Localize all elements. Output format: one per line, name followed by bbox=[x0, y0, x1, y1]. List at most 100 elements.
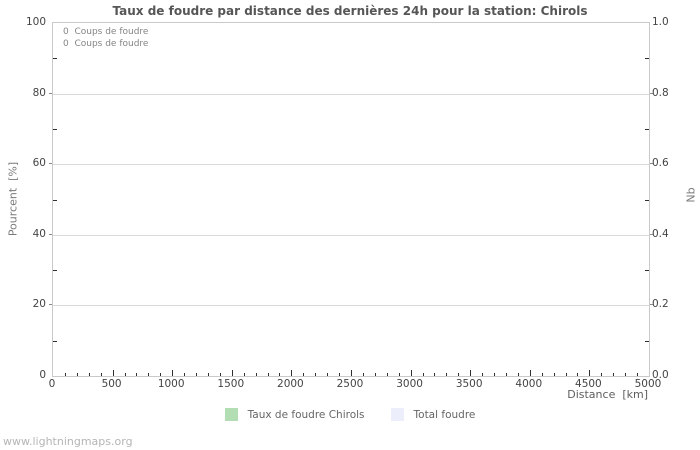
x-tick-label: 1000 bbox=[157, 378, 185, 390]
x-axis-label: Distance [km] bbox=[567, 388, 648, 401]
x-minor-tick bbox=[494, 373, 495, 376]
x-minor-tick bbox=[160, 373, 161, 376]
y-left-tick-label: 80 bbox=[32, 86, 46, 99]
x-major-tick bbox=[530, 370, 531, 376]
y-left-tick-label: 40 bbox=[32, 227, 46, 240]
y-left-minor-tick bbox=[53, 270, 57, 271]
x-minor-tick bbox=[136, 373, 137, 376]
legend-label-taux: Taux de foudre Chirols bbox=[247, 408, 365, 421]
y-right-minor-tick bbox=[645, 270, 649, 271]
gridline-80 bbox=[53, 94, 649, 95]
x-minor-tick bbox=[375, 373, 376, 376]
x-tick-label: 0 bbox=[48, 378, 56, 390]
x-minor-tick bbox=[244, 373, 245, 376]
x-minor-tick bbox=[506, 373, 507, 376]
x-minor-tick bbox=[315, 373, 316, 376]
y-left-minor-tick bbox=[53, 341, 57, 342]
y-left-tick-label: 100 bbox=[25, 16, 46, 28]
x-minor-tick bbox=[434, 373, 435, 376]
gridline-60 bbox=[53, 164, 649, 165]
x-minor-tick bbox=[482, 373, 483, 376]
x-major-tick bbox=[470, 370, 471, 376]
x-tick-label: 500 bbox=[101, 378, 122, 390]
y-left-major-tick bbox=[49, 234, 52, 235]
x-major-tick bbox=[351, 370, 352, 376]
x-major-tick bbox=[291, 370, 292, 376]
x-minor-tick bbox=[279, 373, 280, 376]
y-right-minor-tick bbox=[645, 341, 649, 342]
x-tick-label: 3500 bbox=[455, 378, 483, 390]
y-right-major-tick bbox=[650, 234, 653, 235]
x-tick-label: 2000 bbox=[277, 378, 304, 390]
x-minor-tick bbox=[196, 373, 197, 376]
chart-title: Taux de foudre par distance des dernière… bbox=[112, 4, 588, 18]
y-right-minor-tick bbox=[645, 129, 649, 130]
x-minor-tick bbox=[577, 373, 578, 376]
x-minor-tick bbox=[446, 373, 447, 376]
y-right-tick-label: 0.6 bbox=[652, 157, 669, 170]
legend-label-total: Total foudre bbox=[413, 408, 476, 421]
y-right-major-tick bbox=[650, 304, 653, 305]
watermark: www.lightningmaps.org bbox=[3, 435, 133, 448]
x-major-tick bbox=[589, 370, 590, 376]
x-tick-label: 3000 bbox=[396, 378, 423, 390]
x-tick-label: 4000 bbox=[515, 378, 543, 390]
y-left-major-tick bbox=[49, 163, 52, 164]
x-tick-label: 4500 bbox=[575, 378, 602, 390]
x-major-tick bbox=[232, 370, 233, 376]
x-minor-tick bbox=[208, 373, 209, 376]
y-left-minor-tick bbox=[53, 58, 57, 59]
x-minor-tick bbox=[518, 373, 519, 376]
x-minor-tick bbox=[184, 373, 185, 376]
x-tick-label: 1500 bbox=[217, 378, 245, 390]
x-minor-tick bbox=[387, 373, 388, 376]
y-right-tick-label: 1.0 bbox=[652, 16, 669, 28]
x-minor-tick bbox=[637, 373, 638, 376]
x-minor-tick bbox=[554, 373, 555, 376]
gridline-20 bbox=[53, 305, 649, 306]
x-minor-tick bbox=[77, 373, 78, 376]
x-minor-tick bbox=[65, 373, 66, 376]
annotation-line-2: 0 Coups de foudre bbox=[63, 38, 149, 49]
y-left-minor-tick bbox=[53, 129, 57, 130]
y-axis-label-right: Nb bbox=[684, 187, 698, 203]
x-minor-tick bbox=[363, 373, 364, 376]
x-major-tick bbox=[113, 370, 114, 376]
x-minor-tick bbox=[101, 373, 102, 376]
y-right-tick-label: 0.8 bbox=[652, 86, 669, 99]
x-minor-tick bbox=[542, 373, 543, 376]
y-left-major-tick bbox=[49, 304, 52, 305]
legend-swatch-total-icon bbox=[390, 408, 404, 421]
x-minor-tick bbox=[399, 373, 400, 376]
y-axis-label-left: Pourcent [%] bbox=[6, 161, 20, 237]
x-minor-tick bbox=[613, 373, 614, 376]
y-left-tick-label: 20 bbox=[32, 298, 46, 311]
x-minor-tick bbox=[220, 373, 221, 376]
legend-swatch-taux-icon bbox=[224, 408, 238, 421]
x-major-tick bbox=[172, 370, 173, 376]
y-right-major-tick bbox=[650, 93, 653, 94]
y-left-tick-label: 0 bbox=[39, 369, 46, 381]
x-minor-tick bbox=[268, 373, 269, 376]
legend-item-taux: Taux de foudre Chirols bbox=[224, 408, 365, 421]
x-minor-tick bbox=[423, 373, 424, 376]
y-right-tick-label: 0.2 bbox=[652, 298, 669, 311]
y-left-tick-label: 60 bbox=[32, 157, 46, 170]
y-right-tick-label: 0.0 bbox=[652, 369, 669, 381]
y-right-minor-tick bbox=[645, 200, 649, 201]
y-right-tick-label: 0.4 bbox=[652, 227, 669, 240]
x-minor-tick bbox=[256, 373, 257, 376]
x-minor-tick bbox=[327, 373, 328, 376]
x-tick-label: 2500 bbox=[336, 378, 364, 390]
x-minor-tick bbox=[566, 373, 567, 376]
x-minor-tick bbox=[625, 373, 626, 376]
gridline-40 bbox=[53, 235, 649, 236]
y-left-major-tick bbox=[49, 93, 52, 94]
x-major-tick bbox=[411, 370, 412, 376]
x-tick-label: 5000 bbox=[634, 378, 662, 390]
x-minor-tick bbox=[339, 373, 340, 376]
x-minor-tick bbox=[303, 373, 304, 376]
x-minor-tick bbox=[148, 373, 149, 376]
legend-item-total: Total foudre bbox=[390, 408, 476, 421]
